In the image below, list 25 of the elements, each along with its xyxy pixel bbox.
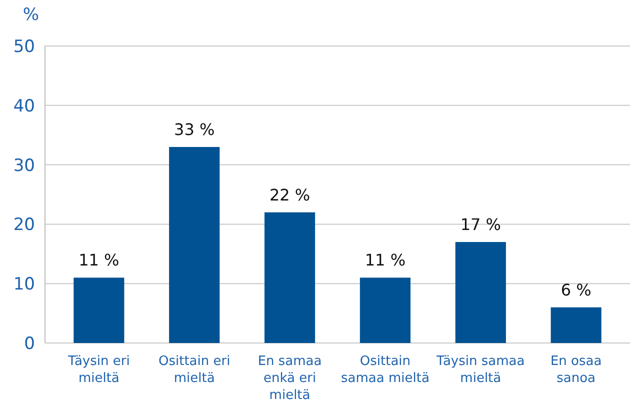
bar xyxy=(74,278,124,343)
y-tick-label: 10 xyxy=(13,274,35,295)
data-label: 33 % xyxy=(174,120,215,139)
data-label: 6 % xyxy=(560,280,592,300)
data-label: 11 % xyxy=(364,250,406,270)
y-tick-label: 50 xyxy=(13,36,35,57)
y-tick-label: 20 xyxy=(13,215,35,236)
bar xyxy=(550,307,602,343)
x-tick-label: En samaa enkä eri mieltä xyxy=(258,354,322,403)
bar xyxy=(360,278,411,343)
y-axis-title: % xyxy=(22,5,40,25)
bar xyxy=(455,242,506,343)
data-label: 22 % xyxy=(269,185,310,204)
y-tick-label: 40 xyxy=(13,96,35,116)
data-label: 17 % xyxy=(460,215,501,234)
x-tick-label: Täysin samaa mieltä xyxy=(436,354,525,386)
y-tick-label: 30 xyxy=(13,156,35,176)
x-tick-label: Osittain samaa mieltä xyxy=(341,354,430,386)
data-label: 11 % xyxy=(78,250,120,270)
x-tick-label: Osittain eri mieltä xyxy=(158,354,230,386)
bar xyxy=(169,146,220,343)
x-tick-label: En osaa sanoa xyxy=(550,354,602,386)
bar xyxy=(264,212,316,343)
y-tick-label: 0 xyxy=(24,334,35,354)
x-tick-label: Täysin eri mieltä xyxy=(67,354,130,386)
